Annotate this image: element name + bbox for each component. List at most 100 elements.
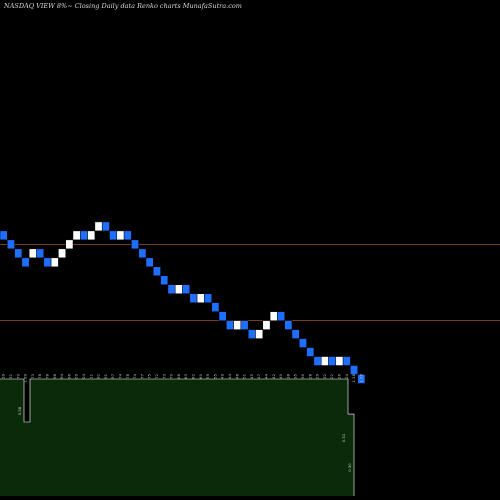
x-tick-labels: 2.39 2.31 1.70 1.89 1.73 1.78 1.78 1.98 1.94 1.96… xyxy=(1,373,364,382)
brick-down xyxy=(299,338,307,348)
brick-up xyxy=(94,221,103,232)
x-tick-label: 1.38 xyxy=(285,373,290,382)
brick-up xyxy=(116,230,125,241)
x-tick-label: 1.40 xyxy=(278,373,283,382)
chart-title: NASDAQ VIEW 8%~ Closing Daily data Renko… xyxy=(3,2,242,10)
brick-up xyxy=(335,356,344,366)
brick-up xyxy=(320,356,329,366)
x-tick-label: 1.98 xyxy=(52,373,57,382)
x-tick-label: 2.04 xyxy=(81,373,86,382)
brick-down xyxy=(182,284,191,294)
x-tick-label: 1.78 xyxy=(44,373,49,382)
renko-bricks xyxy=(0,221,366,384)
brick-down xyxy=(14,248,23,259)
brick-down xyxy=(160,275,169,285)
brick-down xyxy=(36,248,45,259)
brick-down xyxy=(357,374,366,384)
brick-down xyxy=(313,356,322,366)
x-tick-label: 1.62 xyxy=(190,373,195,382)
brick-down xyxy=(145,257,154,268)
x-tick-label: 1.55 xyxy=(212,373,217,382)
brick-up xyxy=(72,230,81,241)
x-tick-label: 1.51 xyxy=(242,373,247,382)
brick-up xyxy=(58,248,66,259)
x-tick-label: 1.22 xyxy=(329,373,334,382)
x-tick-label: 1.74 xyxy=(132,373,137,382)
x-tick-label: 1.91 xyxy=(103,373,108,382)
brick-down xyxy=(277,311,285,321)
x-tick-label: 1.70 xyxy=(169,373,174,382)
brick-down xyxy=(342,356,351,366)
x-tick-label: 1.94 xyxy=(59,373,64,382)
x-tick-label: 1.59 xyxy=(205,373,210,382)
brick-up xyxy=(196,293,205,303)
x-tick-label: 1.77 xyxy=(139,373,144,382)
x-tick-label: 1.32 xyxy=(322,373,327,382)
x-tick-label: 1.30 xyxy=(300,373,305,382)
brick-down xyxy=(123,230,132,241)
x-tick-label: 1.74 xyxy=(117,373,122,382)
volume-marker-label: 0.30 xyxy=(347,463,352,472)
brick-down xyxy=(284,320,293,330)
x-tick-label: 1.68 xyxy=(176,373,181,382)
brick-down xyxy=(138,248,147,259)
x-tick-label: 1.18 xyxy=(351,373,356,382)
x-tick-label: 1.96 xyxy=(66,373,71,382)
brick-down xyxy=(0,230,8,241)
x-tick-label: 1.60 xyxy=(198,373,203,382)
brick-down xyxy=(211,302,220,312)
x-tick-label: 1.28 xyxy=(307,373,312,382)
brick-down xyxy=(131,239,139,250)
brick-up xyxy=(255,329,264,339)
x-tick-label: 1.24 xyxy=(344,373,349,382)
brick-up xyxy=(65,239,74,250)
x-tick-label: 1.63 xyxy=(183,373,188,382)
volume-panel: 0.58 0.31 0.30 xyxy=(0,378,355,496)
x-tick-label: 1.92 xyxy=(96,373,101,382)
brick-down xyxy=(7,239,15,250)
brick-down xyxy=(291,329,300,339)
brick-down xyxy=(226,320,234,330)
x-tick-label: 1.47 xyxy=(256,373,261,382)
brick-down xyxy=(240,320,249,330)
x-tick-label: 2.39 xyxy=(1,373,6,382)
brick-up xyxy=(87,230,96,241)
x-tick-label: 1.89 xyxy=(23,373,28,382)
x-tick-label: 2.09 xyxy=(74,373,79,382)
volume-marker-label: 0.31 xyxy=(341,433,346,442)
volume-marker-label: 0.58 xyxy=(17,406,22,415)
reference-lines xyxy=(0,243,500,322)
x-tick-label: 1.42 xyxy=(271,373,276,382)
x-tick-label: 1.44 xyxy=(263,373,268,382)
brick-down xyxy=(21,257,30,268)
x-tick-label: 1.48 xyxy=(234,373,239,382)
brick-down xyxy=(101,221,110,232)
brick-down xyxy=(167,284,176,294)
x-tick-label: 1.78 xyxy=(125,373,130,382)
x-tick-label: 1.26 xyxy=(336,373,341,382)
x-tick-label: 1.78 xyxy=(37,373,42,382)
x-tick-label: 1.45 xyxy=(249,373,254,382)
brick-down xyxy=(350,365,358,375)
brick-up xyxy=(174,284,183,294)
volume-edge xyxy=(0,378,355,496)
x-tick-label: 1.70 xyxy=(15,373,20,382)
brick-down xyxy=(328,356,337,366)
x-tick-label: 1.73 xyxy=(161,373,166,382)
brick-down xyxy=(218,311,227,321)
x-tick-label: 1.73 xyxy=(30,373,35,382)
brick-down xyxy=(306,347,315,357)
brick-up xyxy=(233,320,242,330)
x-tick-label: 1.72 xyxy=(154,373,159,382)
x-tick-label: 2.31 xyxy=(8,373,13,382)
x-tick-label: 1.35 xyxy=(293,373,298,382)
x-tick-label: 1.97 xyxy=(110,373,115,382)
x-tick-label: 1.75 xyxy=(147,373,152,382)
brick-down xyxy=(153,266,161,277)
x-tick-label: 1.29 xyxy=(315,373,320,382)
brick-down xyxy=(204,293,212,303)
x-tick-label: 1.49 xyxy=(220,373,225,382)
x-tick-label: 2.11 xyxy=(88,373,93,382)
x-tick-label: 1.08 xyxy=(358,373,363,382)
